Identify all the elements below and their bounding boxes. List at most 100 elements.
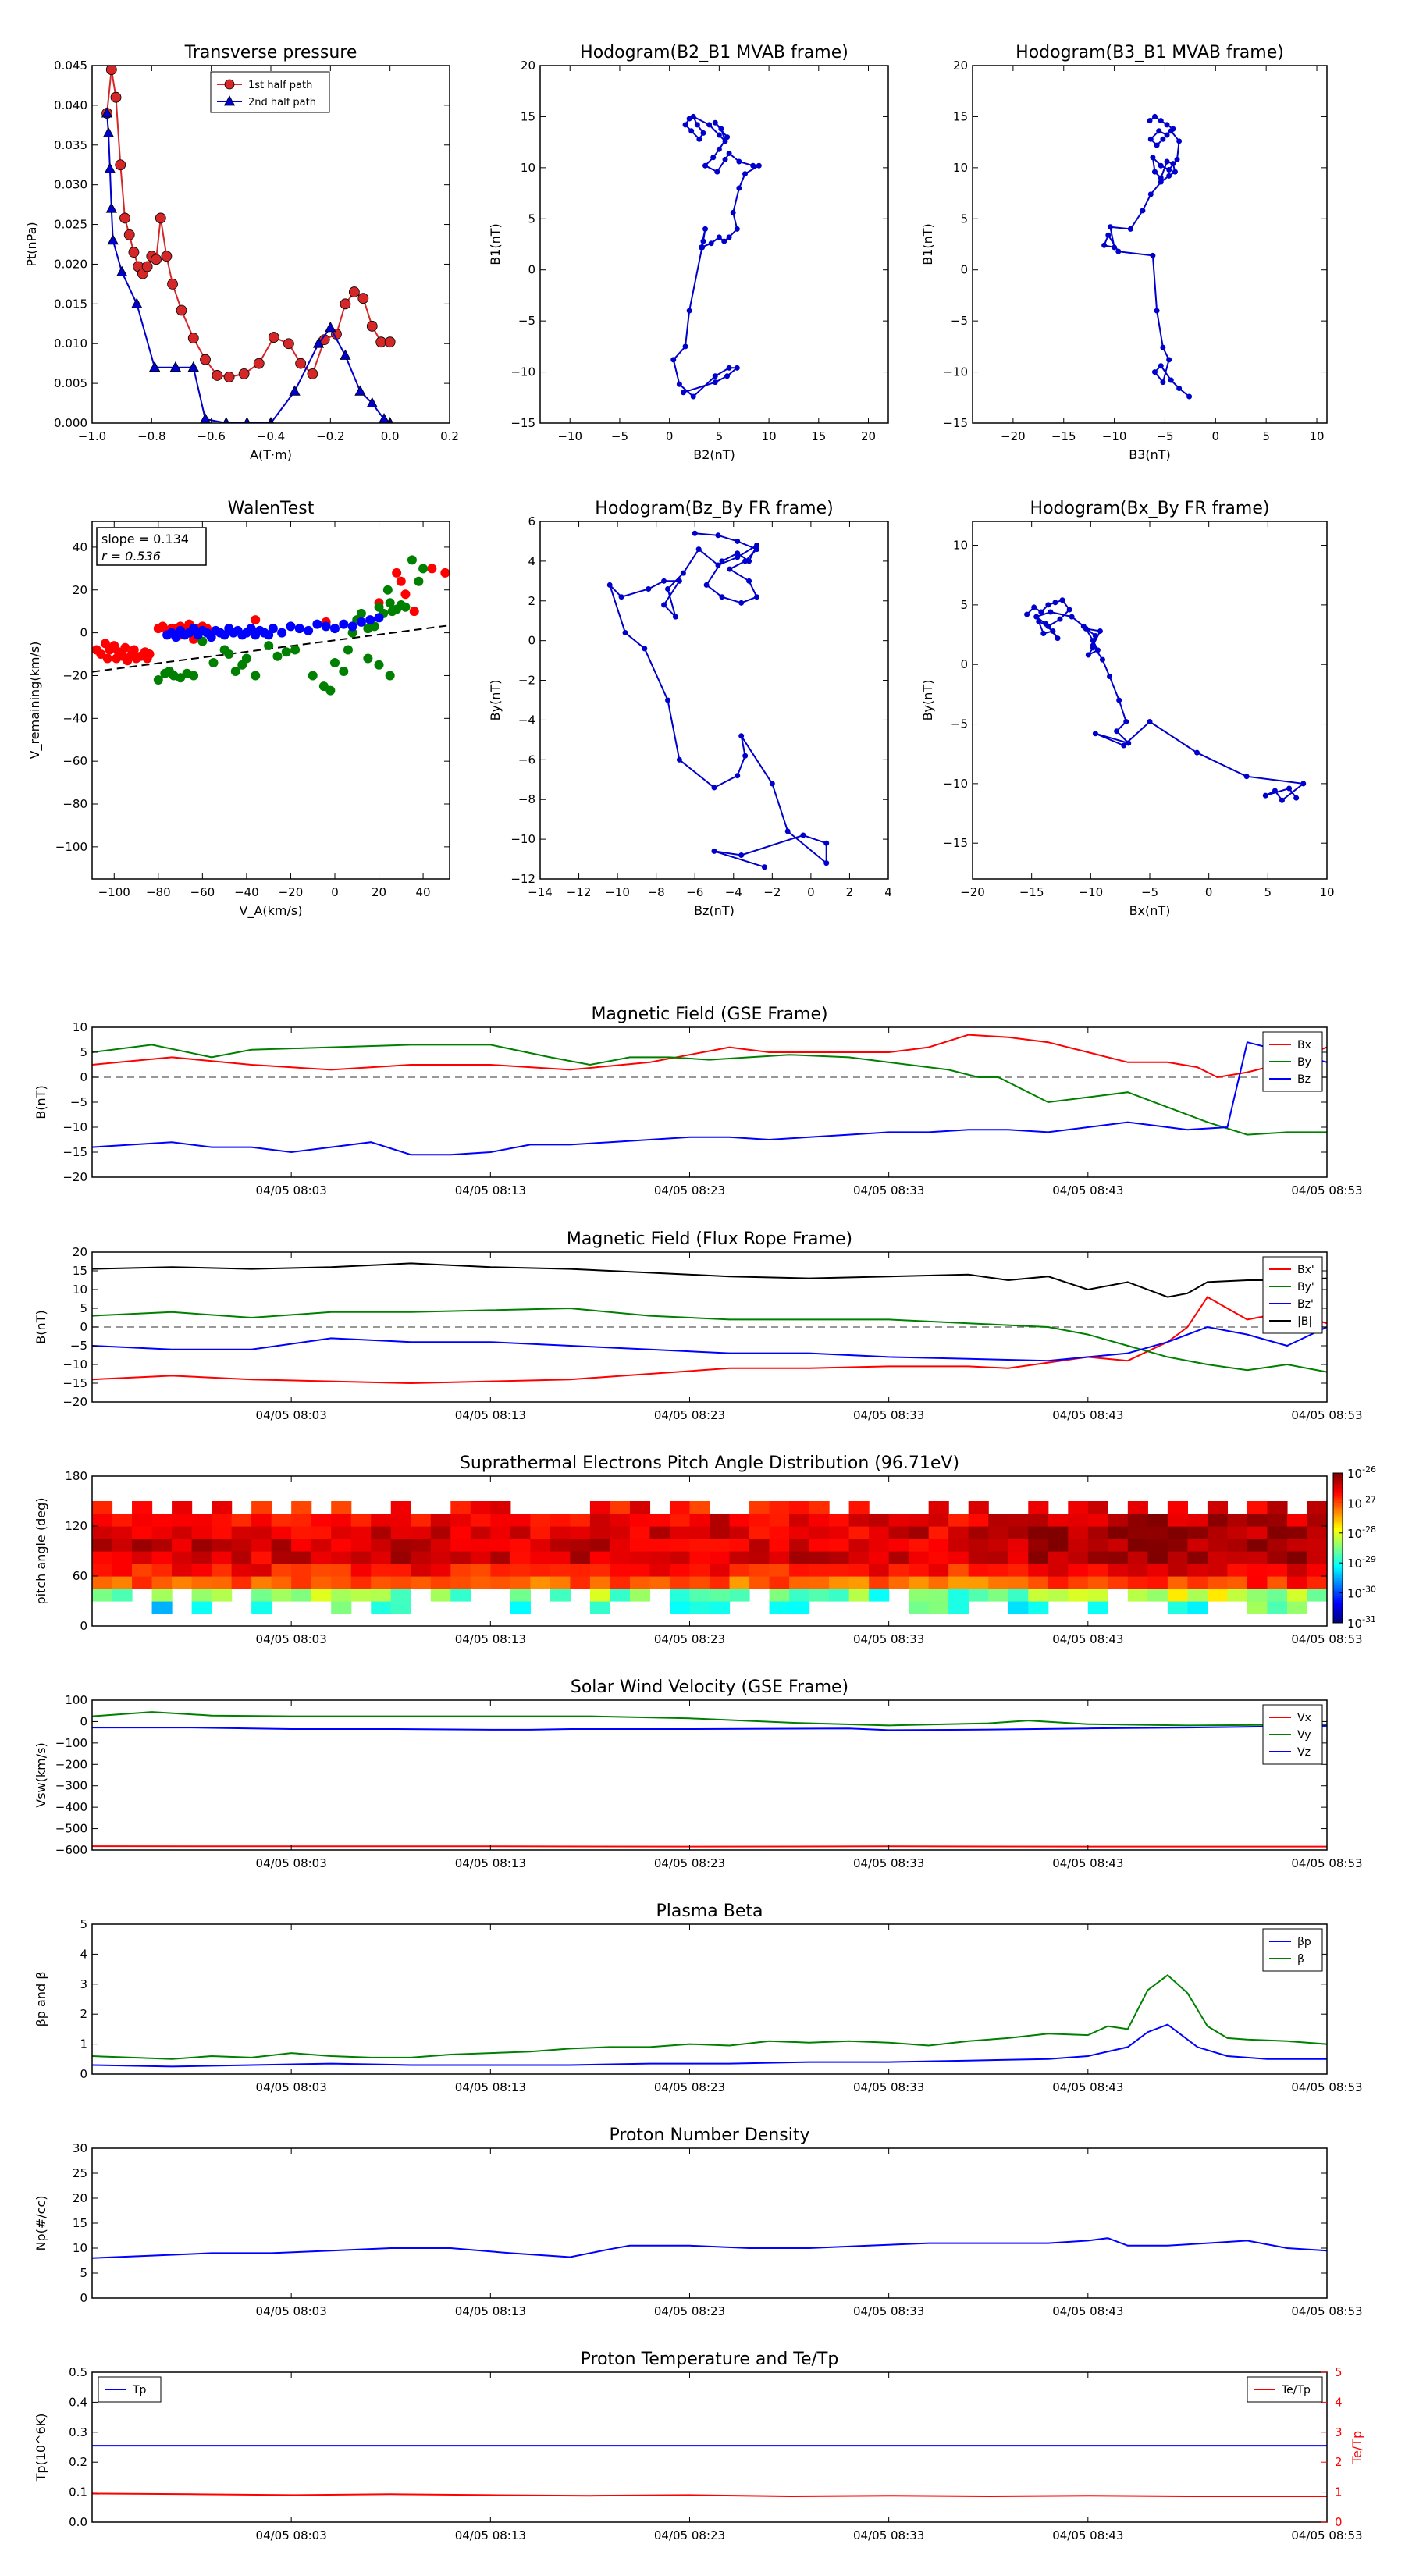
y-right-tick-label: 0	[1335, 2515, 1343, 2529]
heatmap-cell	[1028, 1539, 1049, 1552]
y-tick-label: 5	[528, 212, 535, 226]
y-tick-label: −10	[943, 365, 968, 379]
heatmap-cell	[888, 1564, 909, 1577]
data-point	[1114, 728, 1120, 735]
chart-title: Magnetic Field (GSE Frame)	[591, 1005, 827, 1024]
heatmap-cell	[1028, 1589, 1049, 1602]
heatmap-cell	[1008, 1539, 1029, 1552]
axes-frame	[972, 65, 1328, 424]
heatmap-cell	[1187, 1576, 1208, 1589]
y-tick-label: 20	[73, 2191, 87, 2205]
colorbar-segment	[1333, 1600, 1343, 1603]
colorbar-segment	[1333, 1563, 1343, 1566]
y-tick-label: −40	[62, 711, 87, 725]
x-tick-label: 04/05 08:53	[1291, 2528, 1362, 2542]
heatmap-cell	[1108, 1526, 1129, 1539]
heatmap-cell	[1167, 1564, 1188, 1577]
heatmap-cell	[1087, 1589, 1108, 1602]
axes-frame	[91, 65, 450, 424]
heatmap-cell	[848, 1551, 870, 1564]
series-line-Bz'	[92, 1325, 1327, 1362]
heatmap-cell	[191, 1514, 212, 1527]
data-point	[354, 385, 366, 396]
heatmap-cell	[350, 1564, 372, 1577]
heatmap-cell	[968, 1576, 989, 1589]
heatmap-cell	[510, 1576, 531, 1589]
data-point	[756, 162, 762, 169]
heatmap-cell	[1147, 1576, 1168, 1589]
data-point-x	[409, 607, 419, 617]
data-point-y	[272, 651, 283, 661]
heatmap-cell	[430, 1564, 451, 1577]
heatmap-cell	[490, 1526, 511, 1539]
heatmap-cell	[948, 1539, 969, 1552]
data-point	[200, 354, 211, 365]
y-tick-label: 20	[953, 59, 968, 73]
heatmap-cell	[968, 1589, 989, 1602]
y-tick-label: 100	[65, 1693, 87, 1707]
data-point	[695, 546, 702, 553]
heatmap-cell	[1307, 1539, 1328, 1552]
x-tick-label: 04/05 08:23	[654, 1183, 725, 1197]
chart-title: Hodogram(Bx_By FR frame)	[1030, 499, 1270, 518]
heatmap-cell	[191, 1576, 212, 1589]
data-point	[1164, 132, 1170, 138]
y-tick-label: −5	[70, 1095, 87, 1109]
colorbar-segment	[1333, 1478, 1343, 1482]
data-point	[1147, 718, 1153, 724]
data-point	[1123, 718, 1129, 724]
legend-label: 1st half path	[248, 80, 312, 91]
y-tick-label: 5	[80, 1301, 87, 1315]
heatmap-cell	[570, 1526, 591, 1539]
colorbar-exponent: -30	[1362, 1585, 1376, 1595]
heatmap-cell	[550, 1589, 571, 1602]
data-point	[1186, 393, 1193, 400]
heatmap-cell	[869, 1514, 890, 1527]
colorbar-label: 10-31	[1347, 1614, 1376, 1631]
heatmap-cell	[490, 1551, 511, 1564]
heatmap-cell	[710, 1576, 731, 1589]
data-point	[1099, 656, 1105, 663]
colorbar-segment	[1333, 1603, 1343, 1606]
y-tick-label: 6	[528, 514, 535, 528]
heatmap-cell	[968, 1514, 989, 1527]
heatmap-cell	[909, 1551, 930, 1564]
x-tick-label: 0	[331, 885, 339, 899]
panel-velocity: 04/05 08:03 04/05 08:13 04/05 08:23 04/05 0…	[34, 1678, 1363, 1870]
axes-frame	[972, 521, 1328, 880]
data-point	[754, 543, 760, 549]
heatmap-cell	[510, 1601, 531, 1614]
colorbar-segment	[1333, 1585, 1343, 1589]
data-point	[694, 122, 700, 128]
data-point	[672, 614, 678, 620]
heatmap-cell	[988, 1576, 1009, 1589]
x-tick-label: 04/05 08:13	[455, 1632, 526, 1646]
data-point-x	[120, 642, 130, 653]
heatmap-cell	[749, 1501, 770, 1514]
data-point	[719, 558, 725, 564]
data-point	[1052, 600, 1058, 606]
heatmap-cell	[92, 1514, 113, 1527]
heatmap-cell	[689, 1539, 710, 1552]
data-point	[1154, 142, 1160, 148]
heatmap-cell	[1267, 1589, 1288, 1602]
heatmap-cell	[132, 1576, 153, 1589]
heatmap-cell	[749, 1576, 770, 1589]
series-line-Np	[92, 2237, 1327, 2259]
y-tick-label: 0.040	[54, 98, 87, 112]
heatmap-cell	[1087, 1576, 1108, 1589]
y-tick-label: 0.035	[54, 138, 87, 152]
data-point-x	[427, 564, 437, 574]
heatmap-cell	[1267, 1514, 1288, 1527]
heatmap-cell	[470, 1564, 491, 1577]
series-line-Vy	[92, 1711, 1327, 1727]
data-point	[742, 753, 749, 759]
heatmap-cell	[271, 1539, 292, 1552]
heatmap-cell	[212, 1526, 233, 1539]
heatmap-cell	[450, 1539, 471, 1552]
data-point	[738, 600, 745, 606]
series-line-Bx'	[92, 1296, 1327, 1385]
colorbar-segment	[1333, 1535, 1343, 1539]
heatmap-cell	[1068, 1514, 1089, 1527]
heatmap-cell	[1247, 1564, 1268, 1577]
